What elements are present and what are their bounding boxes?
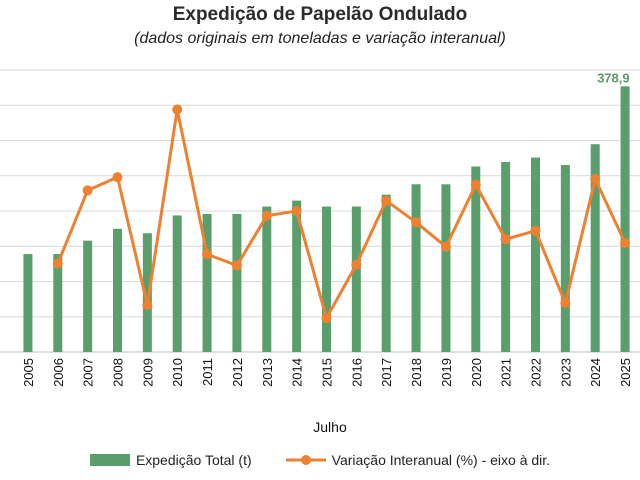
- data-label-2025: 378,9: [597, 70, 630, 85]
- bar-2011: [202, 213, 212, 352]
- bar-2019: [441, 184, 451, 352]
- variation-point-2017: [381, 195, 392, 206]
- bar-2020: [471, 166, 481, 352]
- legend: Expedição Total (t) Variação Interanual …: [0, 452, 640, 468]
- x-tick-2017: 2017: [379, 358, 394, 387]
- variation-point-2007: [82, 185, 93, 196]
- variation-point-2022: [530, 225, 541, 236]
- bar-2015: [322, 206, 331, 352]
- x-tick-2018: 2018: [409, 358, 424, 387]
- x-tick-2020: 2020: [469, 358, 484, 387]
- bar-2008: [113, 228, 122, 352]
- bar-2005: [23, 254, 33, 352]
- bar-2024: [590, 144, 600, 352]
- variation-point-2008: [112, 172, 123, 183]
- bar-2012: [232, 213, 242, 352]
- bar-2013: [262, 206, 272, 352]
- variation-point-2025: [620, 237, 631, 248]
- variation-point-2009: [142, 300, 153, 310]
- bar-2006: [53, 254, 63, 352]
- variation-point-2012: [231, 260, 242, 271]
- x-tick-2012: 2012: [230, 358, 245, 387]
- bar-2016: [351, 206, 361, 352]
- x-tick-2006: 2006: [51, 358, 66, 387]
- x-tick-2009: 2009: [140, 358, 155, 387]
- bar-2021: [501, 162, 511, 352]
- bar-2010: [172, 215, 182, 352]
- x-tick-2016: 2016: [349, 358, 364, 387]
- chart-title: Expedição de Papelão Ondulado: [172, 4, 468, 25]
- legend-line-swatch: [285, 455, 326, 465]
- variation-point-2020: [470, 179, 481, 190]
- variation-point-2011: [202, 249, 213, 260]
- x-tick-2022: 2022: [529, 358, 544, 387]
- x-tick-2013: 2013: [260, 358, 275, 387]
- x-tick-2008: 2008: [111, 358, 126, 387]
- bar-2023: [560, 164, 570, 352]
- variation-line: [56, 107, 627, 320]
- legend-item-line: Variação Interanual (%) - eixo à dir.: [285, 452, 551, 468]
- x-tick-2021: 2021: [499, 358, 514, 387]
- variation-point-2015: [321, 313, 332, 324]
- bar-2014: [292, 200, 302, 352]
- bar-2022: [531, 157, 540, 352]
- bar-2025: [620, 86, 630, 352]
- x-tick-2015: 2015: [320, 358, 335, 387]
- bar-2007: [83, 240, 93, 352]
- variation-point-2018: [411, 217, 422, 228]
- x-tick-2007: 2007: [81, 358, 96, 387]
- variation-point-2013: [261, 210, 272, 221]
- chart-subtitle: (dados originais em toneladas e variação…: [134, 30, 506, 47]
- legend-item-bars: Expedição Total (t): [89, 452, 252, 468]
- legend-line-label: Variação Interanual (%) - eixo à dir.: [331, 452, 551, 468]
- bar-2018: [411, 184, 421, 352]
- x-tick-2010: 2010: [170, 358, 185, 387]
- variation-point-2019: [440, 241, 451, 252]
- variation-point-2021: [500, 234, 511, 245]
- x-tick-2011: 2011: [200, 358, 215, 386]
- x-tick-2014: 2014: [290, 358, 305, 387]
- x-tick-2019: 2019: [439, 358, 454, 387]
- variation-point-2014: [291, 206, 302, 216]
- x-tick-2023: 2023: [558, 358, 573, 387]
- variation-point-2006: [52, 258, 63, 269]
- variation-point-2023: [560, 298, 571, 309]
- variation-point-2010: [172, 104, 183, 115]
- variation-point-2016: [351, 259, 362, 270]
- variation-point-2024: [590, 174, 601, 185]
- x-tick-2005: 2005: [21, 358, 36, 387]
- legend-bar-label: Expedição Total (t): [135, 452, 252, 468]
- bar-2009: [142, 233, 152, 352]
- bar-2017: [381, 194, 391, 352]
- x-tick-2024: 2024: [588, 358, 603, 387]
- x-tick-2025: 2025: [618, 358, 633, 387]
- x-axis-title: Julho: [313, 419, 347, 435]
- legend-bar-swatch: [89, 454, 130, 466]
